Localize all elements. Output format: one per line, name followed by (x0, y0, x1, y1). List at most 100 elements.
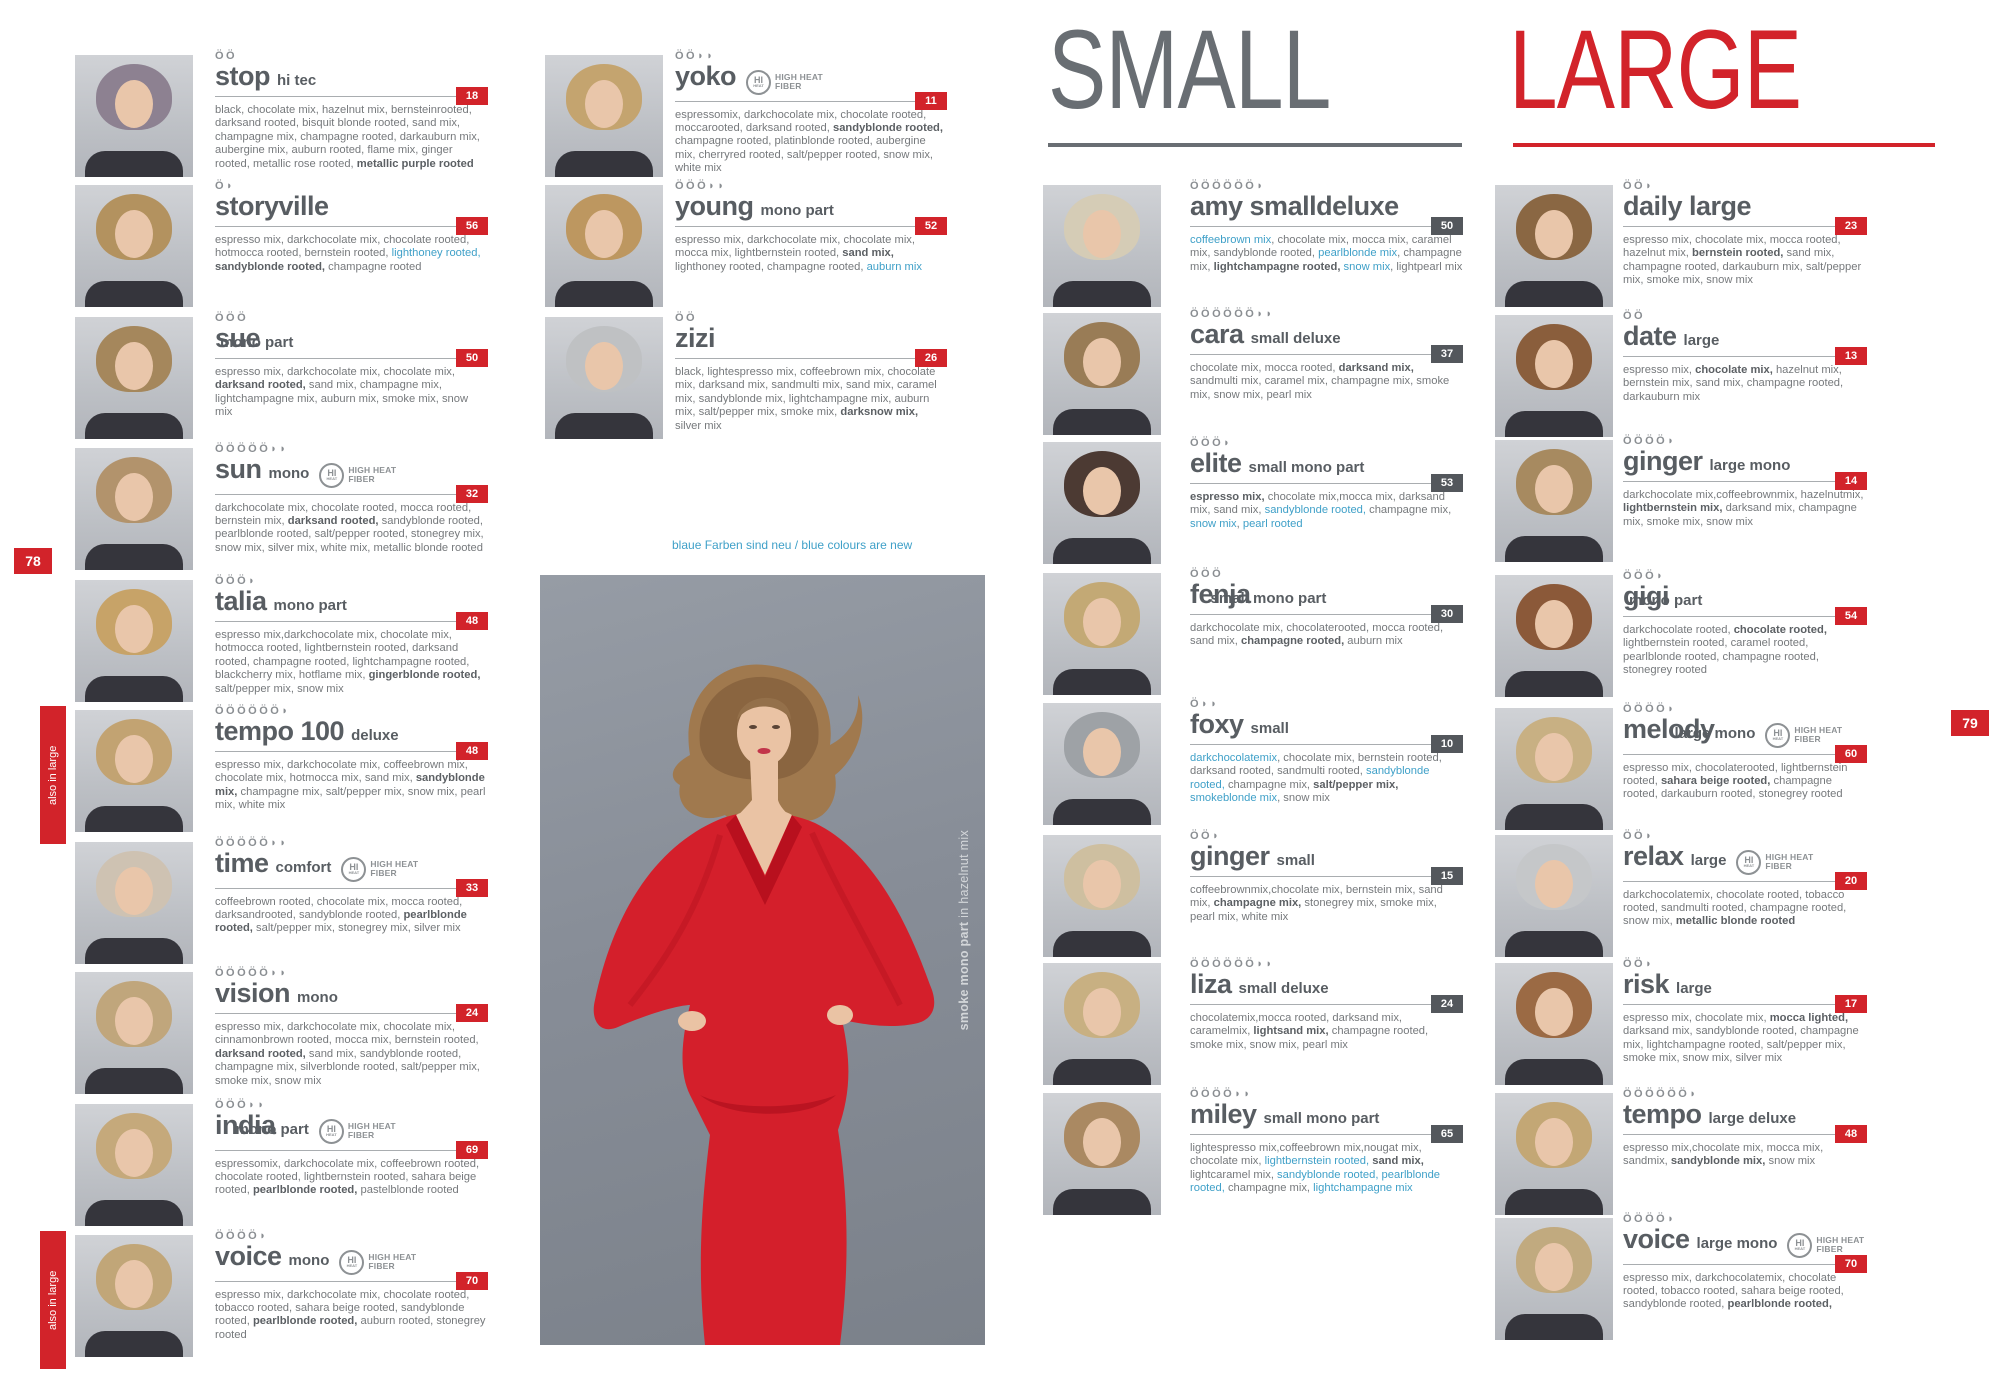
section-header-small: SMALL (1048, 7, 1331, 132)
portrait-thumbnail (75, 580, 193, 702)
portrait-thumbnail (1495, 315, 1613, 437)
face-shape (1083, 210, 1121, 258)
product-info: ÖÖÖ suemono part 50 espresso mix, darkchoco… (215, 311, 488, 420)
shoulders-shape (1053, 281, 1151, 307)
hhf-label-line1: HIGH HEAT (775, 72, 823, 82)
photo-caption-rest: in hazelnut mix (957, 830, 971, 922)
high-heat-fiber-icon: HI HEAT HIGH HEAT FIBER (1787, 1232, 1864, 1258)
product-name: time (215, 848, 269, 878)
photo-caption: smoke mono part in hazelnut mix (957, 830, 971, 1030)
face-shape (585, 210, 623, 258)
color-name: lightsand mix, (1253, 1025, 1329, 1038)
portrait-thumbnail (1043, 185, 1161, 307)
product-info: ÖÖÖÖÖ◗◗ time comfort HI HEAT HIGH HEAT FIBER 33… (215, 836, 488, 936)
face-shape (585, 80, 623, 128)
color-name: chocolate mix,mocca mix, darksand mix, s… (1190, 491, 1445, 517)
color-list: darkchocolate mix,coffeebrownmix, hazeln… (1623, 489, 1867, 529)
color-name: espresso mix, darkchocolate mix, coffeeb… (215, 759, 468, 785)
color-name: pearlblonde rooted, (1727, 1298, 1832, 1311)
portrait-thumbnail (1043, 703, 1161, 825)
product-title-row: voice large mono HI HEAT HIGH HEAT FIBER 70 (1623, 1226, 1867, 1273)
model-number-badge: 53 (1431, 474, 1463, 492)
color-name: pastelblonde rooted (357, 1184, 459, 1197)
product-title-row: storyville 56 (215, 193, 488, 235)
color-name: , chocolate mix, mocca mix, caramel mix,… (1190, 234, 1452, 260)
product-name: yoko (675, 61, 737, 91)
color-list: espresso mix, chocolate mix,mocca mix, d… (1190, 491, 1463, 531)
product-name-suffix: large (1676, 980, 1712, 997)
color-name: champagne rooted (325, 260, 422, 273)
product-title-row: vision mono 24 (215, 980, 488, 1022)
color-name: champagne mix, (1224, 778, 1314, 791)
color-name: champagne mix, (1366, 504, 1452, 517)
size-icons: ÖÖ◗ (1623, 958, 1655, 970)
color-name: bernstein rooted, (1692, 247, 1784, 260)
product-info: ÖÖÖ◗ elite small mono part 53 espresso mix, … (1190, 436, 1463, 531)
face-shape (1535, 1243, 1573, 1291)
model-number-badge: 30 (1431, 605, 1463, 623)
color-name: champagne rooted, platinblonde rooted, a… (675, 135, 934, 175)
color-list: espresso mix, darkchocolate mix, chocola… (675, 234, 947, 274)
hhf-label: HIGH HEAT FIBER (1765, 853, 1813, 871)
shoulders-shape (555, 413, 653, 439)
page-number-78: 78 (14, 548, 52, 574)
product-name: talia (215, 586, 267, 616)
shoulders-shape (1505, 281, 1603, 307)
hhf-label-line2: FIBER (348, 474, 375, 484)
product-name: voice (215, 1241, 282, 1271)
shoulders-shape (1053, 1189, 1151, 1215)
face-shape (585, 342, 623, 390)
product-info: ÖÖ◗◗ yoko HI HEAT HIGH HEAT FIBER 11 espressomi… (675, 49, 947, 176)
shoulders-shape (555, 281, 653, 307)
color-name: sandyblonde rooted, (1277, 1168, 1379, 1181)
product-info: ÖÖ stop hi tec 18 black, chocolate mix, haze… (215, 49, 488, 171)
color-name: espresso mix,darkchocolate mix, chocolat… (215, 629, 470, 682)
color-name: darkchocolate rooted, (1623, 624, 1734, 636)
model-number-badge: 54 (1835, 607, 1867, 625)
size-icons: ÖÖÖ◗ (1190, 437, 1233, 449)
color-list: espresso mix,darkchocolate mix, chocolat… (215, 629, 488, 696)
shoulders-shape (1505, 671, 1603, 697)
hhf-hi-text: HI (754, 75, 764, 85)
portrait-thumbnail (1043, 573, 1161, 695)
product-name-suffix: large mono (1674, 725, 1756, 742)
color-name: sandyblonde rooted, (1264, 504, 1366, 517)
size-icons: ÖÖÖÖÖ◗◗ (215, 837, 289, 849)
product-title-row: gigimono part 54 (1623, 583, 1867, 625)
hhf-hi-text: HI (347, 1255, 357, 1265)
hhf-circle: HI HEAT (319, 462, 345, 488)
color-name: snow mix (1190, 517, 1237, 530)
model-number-badge: 50 (1431, 217, 1463, 235)
color-name: espresso mix,chocolate mix, mocca mix, s… (1623, 1142, 1824, 1168)
face-shape (115, 1129, 153, 1177)
color-name: , snow mix (1277, 792, 1330, 805)
product-name-suffix: large (1683, 332, 1720, 349)
color-name: metallic blonde rooted (1675, 915, 1796, 928)
color-name: pearlblonde rooted, (1190, 1168, 1441, 1195)
product-name-suffix: mono (297, 989, 338, 1006)
color-name: silver mix (675, 419, 722, 432)
portrait-thumbnail (1043, 835, 1161, 957)
face-shape (115, 997, 153, 1045)
color-name: sandyblonde mix, (215, 772, 485, 798)
portrait-thumbnail (1495, 575, 1613, 697)
color-list: espresso mix,chocolate mix, mocca mix, s… (1623, 1142, 1867, 1169)
color-list: coffeebrownmix,chocolate mix, bernstein … (1190, 884, 1463, 924)
color-name: metallic purple rooted (356, 157, 474, 170)
hhf-hi-text: HI (349, 862, 359, 872)
face-shape (1083, 467, 1121, 515)
color-name: lightbernstein rooted, (1264, 1155, 1370, 1168)
model-number-badge: 14 (1835, 472, 1867, 490)
face-shape (1535, 860, 1573, 908)
color-name: darksand rooted, (287, 514, 379, 527)
size-icons: Ö◗ (215, 180, 236, 192)
shoulders-shape (1505, 931, 1603, 957)
size-icons: ÖÖÖÖÖÖ◗ (1623, 1088, 1699, 1100)
color-name: pearlblonde rooted, (252, 1184, 358, 1197)
portrait-thumbnail (75, 1104, 193, 1226)
face-shape (115, 735, 153, 783)
shoulders-shape (85, 544, 183, 570)
color-name: sandyblonde rooted, pearlblonde rooted, … (215, 514, 484, 554)
